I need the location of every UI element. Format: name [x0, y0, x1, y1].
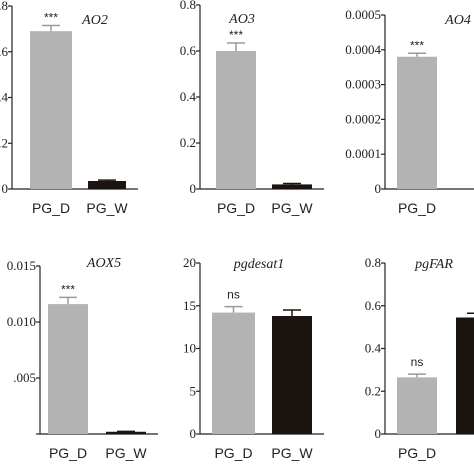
y-tick-label: 0: [375, 181, 382, 196]
category-label: PG_D: [32, 200, 70, 216]
y-tick-label: 0: [190, 426, 197, 441]
bar-pg-w: [272, 184, 312, 189]
y-tick-label: 5: [190, 383, 197, 398]
significance-label: ***: [61, 282, 75, 296]
category-label: PG_D: [214, 445, 252, 461]
y-tick-label: .4: [0, 90, 9, 105]
chart-panel-4: .005 0.010 0.015 PG_D *** PG_W AOX5: [7, 256, 158, 461]
category-label: PG_D: [49, 445, 87, 461]
category-label: PG_D: [217, 200, 255, 216]
significance-label: ns: [411, 355, 424, 369]
y-tick-label: 0.2: [180, 135, 196, 150]
significance-label: ***: [44, 10, 58, 24]
y-tick-label: .005: [13, 370, 36, 385]
bar-pg-w: [272, 316, 312, 434]
y-tick-label: 0.015: [7, 258, 36, 273]
chart-panel-2: 0 0.2 0.4 0.6 0.8 PG_D *** PG_W AO3: [180, 0, 324, 216]
y-tick-label: 0.0005: [345, 7, 381, 22]
y-tick-label: 0: [2, 181, 9, 196]
category-label: PG_W: [105, 445, 147, 461]
y-tick-label: 10: [183, 341, 196, 356]
y-tick-label: 0.0003: [345, 77, 381, 92]
category-label: PG_D: [398, 200, 436, 216]
y-tick-label: 0.6: [0, 44, 9, 59]
y-tick-label: 0.8: [180, 0, 196, 12]
y-tick-label: 0.0002: [345, 111, 381, 126]
bar-pg-w: [106, 431, 146, 434]
panel-title: pgdesat1: [233, 257, 285, 272]
bar-pg-d: [397, 377, 437, 434]
chart-panel-6: 0 0.2 0.4 0.6 0.8 PG_D ns pgFAR: [365, 255, 474, 461]
y-tick-label: .2: [0, 135, 8, 150]
bar-: [456, 317, 474, 434]
chart-panel-3: 00.00010.00020.00030.00040.0005PG_D***PG…: [345, 7, 474, 216]
y-tick-label: 0.4: [180, 89, 197, 104]
y-tick-label: 15: [183, 298, 196, 313]
y-tick-label: 0.0001: [345, 146, 381, 161]
y-tick-label: 0.4: [365, 341, 382, 356]
y-tick-label: 0.010: [7, 314, 36, 329]
bar-pg-d: [30, 31, 72, 189]
y-tick-label: 20: [183, 255, 196, 270]
category-label: PG_D: [398, 445, 436, 461]
bar-pg-d: [212, 312, 255, 434]
category-label: PG_W: [86, 200, 128, 216]
category-label: PG_W: [271, 445, 313, 461]
panel-title: AOX5: [86, 256, 121, 271]
y-tick-label: 0.8: [365, 255, 381, 270]
y-tick-label: 0.2: [365, 383, 381, 398]
chart-panel-5: 0 5 10 15 20 PG_D ns PG_W pgdesat1: [183, 255, 324, 461]
panel-title: AO4: [444, 13, 471, 28]
panel-title: pgFAR: [414, 257, 453, 272]
bar-pg-w: [88, 180, 126, 189]
chart-panel-1: 0 .2 .4 0.6 0.8 PG_D *** PG_W AO2: [0, 0, 138, 216]
panel-title: AO3: [228, 12, 255, 27]
y-tick-label: 0.8: [0, 0, 8, 13]
bar-pg-d: [397, 56, 437, 190]
panel-title: AO2: [81, 13, 108, 28]
y-tick-label: 0.6: [180, 43, 197, 58]
y-tick-label: 0: [190, 181, 197, 196]
bar-pg-d: [48, 304, 88, 434]
bar-pg-d: [216, 51, 256, 189]
y-tick-label: 0.0004: [345, 42, 381, 57]
y-tick-label: 0.6: [365, 298, 382, 313]
significance-label: ***: [410, 38, 424, 52]
significance-label: ***: [229, 28, 243, 42]
y-tick-label: 0: [375, 426, 382, 441]
category-label: PG_W: [271, 200, 313, 216]
significance-label: ns: [227, 288, 240, 302]
